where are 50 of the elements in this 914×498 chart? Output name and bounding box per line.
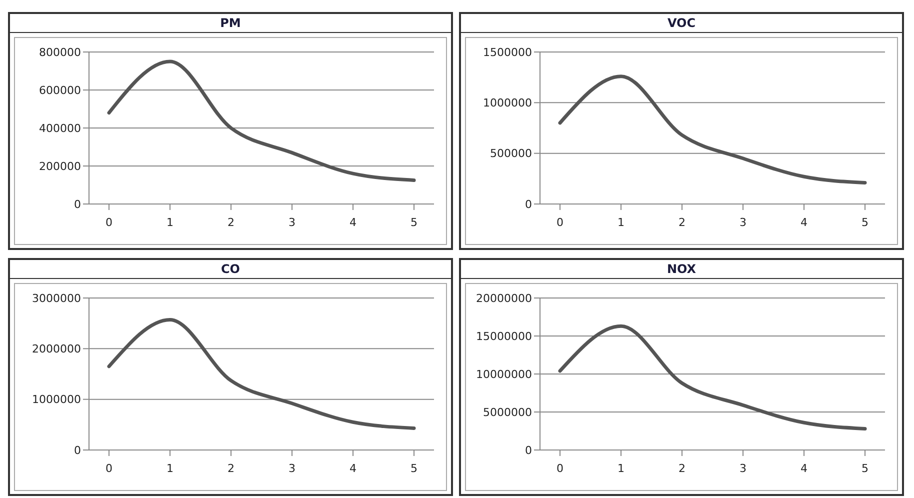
y-tick-label: 5000000 — [483, 406, 532, 419]
y-tick-label: 1000000 — [483, 96, 532, 110]
y-tick-label: 600000 — [39, 84, 81, 97]
x-tick-label: 4 — [800, 216, 808, 229]
line-series — [558, 74, 867, 184]
chart-title: CO — [10, 260, 451, 279]
chart-title: NOX — [461, 260, 902, 279]
y-tick-label: 800000 — [39, 46, 81, 59]
line-series — [107, 60, 416, 182]
x-tick-label: 5 — [862, 216, 868, 229]
y-tick-label: 500000 — [490, 147, 532, 160]
x-tick-label: 0 — [106, 216, 112, 229]
x-tick-label: 4 — [350, 462, 356, 475]
x-tick-label: 1 — [166, 216, 174, 229]
x-tick-label: 0 — [556, 462, 564, 475]
x-tick-label: 2 — [228, 216, 234, 229]
y-tick-label: 0 — [525, 444, 532, 457]
y-tick-label: 0 — [74, 444, 81, 457]
x-tick-label: 2 — [228, 462, 234, 475]
y-tick-label: 20000000 — [476, 292, 532, 305]
x-tick-label: 4 — [800, 462, 808, 475]
x-tick-label: 2 — [678, 216, 686, 229]
x-tick-label: 5 — [410, 462, 418, 475]
x-tick-label: 3 — [288, 462, 296, 475]
x-tick-label: 3 — [740, 216, 746, 229]
x-tick-label: 2 — [678, 462, 686, 475]
chart-title: PM — [10, 14, 451, 33]
x-tick-label: 1 — [166, 462, 174, 475]
y-tick-label: 0 — [525, 198, 532, 211]
y-tick-label: 400000 — [39, 122, 81, 135]
x-tick-label: 0 — [556, 216, 564, 229]
y-tick-label: 1500000 — [483, 46, 532, 59]
chart-title: VOC — [461, 14, 902, 33]
x-tick-label: 3 — [740, 462, 746, 475]
y-tick-label: 1000000 — [32, 393, 81, 406]
line-series — [558, 324, 867, 430]
y-tick-label: 200000 — [39, 160, 81, 173]
x-tick-label: 5 — [410, 216, 418, 229]
x-tick-label: 0 — [106, 462, 112, 475]
y-tick-label: 3000000 — [32, 292, 81, 305]
y-tick-label: 10000000 — [476, 368, 532, 381]
x-tick-label: 5 — [862, 462, 868, 475]
y-tick-label: 15000000 — [476, 330, 532, 343]
x-tick-label: 1 — [618, 216, 624, 229]
line-series — [107, 318, 416, 430]
y-tick-label: 0 — [74, 198, 81, 211]
x-tick-label: 1 — [618, 462, 624, 475]
y-tick-label: 2000000 — [32, 342, 81, 356]
x-tick-label: 4 — [350, 216, 356, 229]
x-tick-label: 3 — [288, 216, 296, 229]
